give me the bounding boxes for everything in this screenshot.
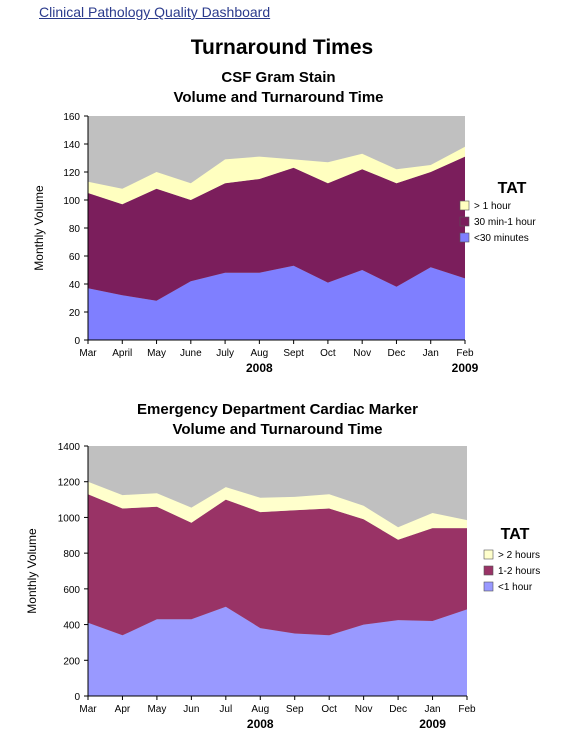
page-title: Turnaround Times: [190, 36, 374, 59]
ed-chart-title-line: Emergency Department Cardiac Marker: [137, 401, 418, 418]
csf-legend-swatch-1-hour: [459, 200, 470, 211]
ed-year-label: 2009: [419, 717, 446, 731]
ed-y-tick-label: 1200: [58, 478, 81, 489]
ed-legend-label-1-2-hours: 1-2 hours: [498, 566, 540, 577]
csf-x-tick-label: June: [180, 348, 202, 359]
csf-legend-label-1-hour: > 1 hour: [474, 201, 512, 212]
csf-x-tick-label: Nov: [353, 348, 371, 359]
csf-gram-stain-chart: CSF Gram Stain Volume and Turnaround Time…: [32, 69, 536, 375]
csf-x-tick-label: Dec: [388, 348, 406, 359]
ed-x-tick-label: Apr: [115, 704, 131, 715]
ed-x-tick-label: Nov: [355, 704, 373, 715]
csf-x-tick-label: July: [216, 348, 234, 359]
ed-cardiac-marker-chart: Emergency Department Cardiac Marker Volum…: [25, 401, 540, 731]
csf-x-tick-label: Sept: [283, 348, 304, 359]
ed-area-1-2-hours: [88, 494, 467, 636]
ed-x-tick-label: Jan: [424, 704, 440, 715]
csf-legend-swatch-30-minutes: [459, 232, 470, 243]
ed-x-tick-label: Jul: [219, 704, 232, 715]
ed-x-tick-label: Jun: [183, 704, 199, 715]
ed-x-tick-label: Oct: [321, 704, 337, 715]
ed-y-tick-label: 0: [74, 692, 80, 703]
ed-chart-title-line: Volume and Turnaround Time: [172, 421, 382, 438]
ed-legend-label-1-hour: <1 hour: [498, 582, 533, 593]
csf-legend-title: TAT: [498, 180, 527, 197]
csf-x-tick-label: Jan: [423, 348, 439, 359]
csf-legend-swatch-30-min-1-hour: [459, 216, 470, 227]
csf-legend-label-30-minutes: <30 minutes: [474, 233, 529, 244]
ed-x-tick-label: Sep: [286, 704, 304, 715]
ed-x-tick-label: Feb: [458, 704, 476, 715]
ed-area-2-hours: [88, 481, 467, 540]
csf-y-tick-label: 120: [63, 168, 80, 179]
dashboard-link[interactable]: Clinical Pathology Quality Dashboard: [39, 4, 271, 20]
ed-y-tick-label: 1000: [58, 513, 81, 524]
csf-x-tick-label: Aug: [250, 348, 268, 359]
csf-area-1-hour: [88, 146, 465, 205]
csf-y-tick-label: 20: [69, 308, 81, 319]
csf-y-tick-label: 40: [69, 280, 81, 291]
csf-x-tick-label: Oct: [320, 348, 336, 359]
csf-x-tick-label: May: [147, 348, 166, 359]
ed-x-tick-label: May: [147, 704, 166, 715]
csf-y-tick-label: 80: [69, 224, 81, 235]
ed-legend-swatch-1-hour: [483, 581, 494, 592]
csf-y-tick-label: 60: [69, 252, 81, 263]
csf-x-tick-label: Mar: [79, 348, 97, 359]
csf-y-tick-label: 160: [63, 112, 80, 123]
csf-year-label: 2009: [452, 361, 479, 375]
csf-chart-title-line: Volume and Turnaround Time: [173, 89, 383, 106]
csf-area-30-min-1-hour: [88, 156, 465, 301]
ed-y-tick-label: 1400: [58, 442, 81, 453]
csf-y-tick-label: 140: [63, 140, 80, 151]
ed-x-tick-label: Aug: [251, 704, 269, 715]
csf-area-30-minutes: [88, 265, 465, 340]
csf-y-tick-label: 0: [74, 336, 80, 347]
ed-y-tick-label: 600: [63, 585, 80, 596]
ed-area-1-hour: [88, 606, 467, 696]
csf-year-label: 2008: [246, 361, 273, 375]
csf-chart-title-line: CSF Gram Stain: [221, 69, 335, 86]
ed-legend-swatch-2-hours: [483, 549, 494, 560]
ed-year-label: 2008: [247, 717, 274, 731]
ed-legend-title: TAT: [501, 526, 530, 543]
csf-x-tick-label: April: [112, 348, 132, 359]
csf-x-tick-label: Feb: [456, 348, 474, 359]
csf-y-tick-label: 100: [63, 196, 80, 207]
ed-y-tick-label: 200: [63, 656, 80, 667]
csf-legend-label-30-min-1-hour: 30 min-1 hour: [474, 217, 536, 228]
ed-y-tick-label: 400: [63, 621, 80, 632]
csf-y-axis-label: Monthly Volume: [32, 185, 46, 271]
ed-legend-label-2-hours: > 2 hours: [498, 550, 540, 561]
ed-y-tick-label: 800: [63, 549, 80, 560]
ed-x-tick-label: Dec: [389, 704, 407, 715]
ed-y-axis-label: Monthly Volume: [25, 528, 39, 614]
ed-legend-swatch-1-2-hours: [483, 565, 494, 576]
ed-x-tick-label: Mar: [79, 704, 97, 715]
